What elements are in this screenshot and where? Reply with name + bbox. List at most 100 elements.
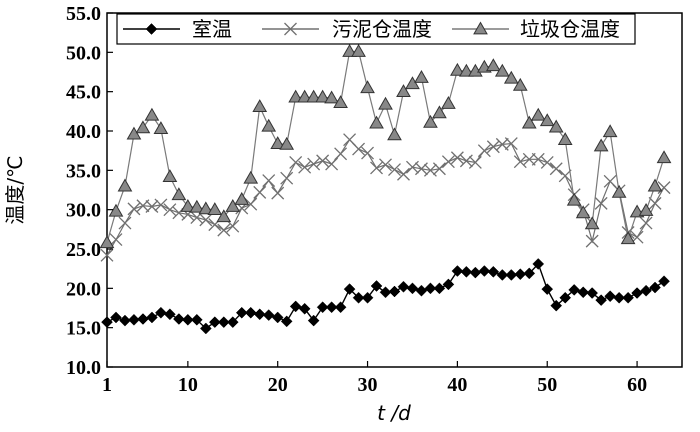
- legend-item: 室温: [123, 17, 232, 41]
- data-point: [306, 89, 322, 103]
- data-point: [647, 178, 663, 192]
- data-point: [658, 275, 670, 288]
- legend-marker: [473, 21, 488, 35]
- data-point: [505, 269, 518, 281]
- y-tick-label: 20.0: [66, 278, 101, 300]
- series-1: [100, 133, 671, 262]
- data-point: [379, 158, 392, 172]
- data-point: [189, 199, 205, 213]
- data-point: [442, 278, 455, 291]
- data-point: [316, 154, 330, 168]
- data-point: [190, 313, 203, 326]
- legend-marker: [145, 23, 158, 35]
- data-point: [199, 213, 213, 227]
- data-point: [154, 198, 168, 212]
- data-point: [568, 284, 581, 296]
- data-point: [315, 89, 330, 103]
- data-point: [584, 216, 600, 230]
- data-point: [128, 313, 140, 326]
- data-point: [126, 126, 142, 140]
- data-point: [244, 306, 257, 319]
- data-point: [298, 160, 312, 174]
- y-tick-label: 45.0: [66, 82, 101, 104]
- legend-label: 室温: [192, 17, 232, 41]
- data-point: [604, 290, 616, 303]
- data-point: [487, 265, 500, 278]
- data-point: [432, 162, 446, 176]
- data-point: [252, 99, 268, 112]
- data-point: [352, 291, 365, 304]
- data-point: [379, 286, 392, 299]
- data-point: [262, 174, 276, 188]
- legend-label: 垃圾仓温度: [520, 17, 620, 41]
- data-point: [388, 285, 401, 298]
- data-point: [423, 114, 438, 128]
- data-point: [261, 118, 277, 132]
- data-point: [388, 163, 401, 177]
- data-point: [559, 291, 572, 304]
- x-tick-label: 20: [268, 374, 288, 396]
- data-point: [378, 96, 393, 110]
- data-point: [638, 202, 654, 216]
- y-tick-label: 25.0: [66, 239, 101, 261]
- data-point: [361, 291, 374, 304]
- data-point: [469, 266, 482, 279]
- data-point: [656, 150, 672, 164]
- data-point: [620, 231, 636, 245]
- data-point: [351, 44, 366, 57]
- data-point: [530, 107, 546, 121]
- data-point: [549, 162, 563, 176]
- data-point: [415, 284, 428, 297]
- data-point: [387, 127, 402, 141]
- series-0: [101, 258, 670, 335]
- legend-item: 垃圾仓温度: [452, 17, 620, 41]
- data-point: [451, 265, 464, 277]
- data-point: [370, 161, 383, 175]
- data-point: [594, 196, 608, 210]
- data-point: [406, 160, 419, 174]
- data-point: [486, 140, 500, 154]
- data-point: [593, 138, 609, 152]
- y-tick-label: 30.0: [66, 200, 101, 222]
- data-point: [406, 282, 419, 295]
- data-point: [513, 155, 527, 169]
- data-point: [397, 167, 410, 181]
- data-point: [631, 287, 643, 299]
- data-point: [539, 113, 555, 127]
- data-point: [118, 216, 132, 230]
- data-point: [234, 191, 250, 205]
- data-point: [396, 84, 411, 98]
- y-tick-label: 55.0: [66, 3, 101, 25]
- data-point: [153, 121, 169, 135]
- data-point: [414, 162, 428, 176]
- data-point: [253, 185, 267, 199]
- data-point: [478, 265, 491, 277]
- data-point: [334, 301, 347, 314]
- y-tick-label: 40.0: [66, 121, 101, 143]
- data-point: [101, 316, 113, 329]
- data-point: [108, 203, 124, 217]
- data-point: [361, 146, 375, 160]
- data-point: [271, 186, 285, 200]
- data-point: [523, 267, 536, 280]
- data-point: [459, 63, 474, 77]
- data-point: [494, 63, 510, 77]
- data-point: [532, 258, 545, 270]
- x-tick-label: 30: [358, 374, 378, 396]
- data-point: [289, 156, 303, 169]
- data-point: [100, 248, 114, 262]
- data-point: [441, 155, 455, 169]
- data-point: [648, 196, 662, 210]
- series-line: [106, 138, 665, 256]
- data-point: [171, 187, 187, 201]
- data-point: [566, 192, 582, 206]
- data-point: [459, 154, 473, 168]
- data-point: [225, 199, 241, 212]
- data-point: [279, 136, 295, 150]
- data-point: [557, 132, 573, 146]
- data-point: [414, 69, 429, 83]
- axis-layer: 10.0 15.0 20.0 25.0 30.0 35.0 40.0 45.0 50.0 55.0…: [66, 3, 647, 396]
- data-point: [271, 311, 284, 324]
- legend-item: 污泥仓温度: [262, 17, 432, 41]
- data-point: [162, 169, 178, 183]
